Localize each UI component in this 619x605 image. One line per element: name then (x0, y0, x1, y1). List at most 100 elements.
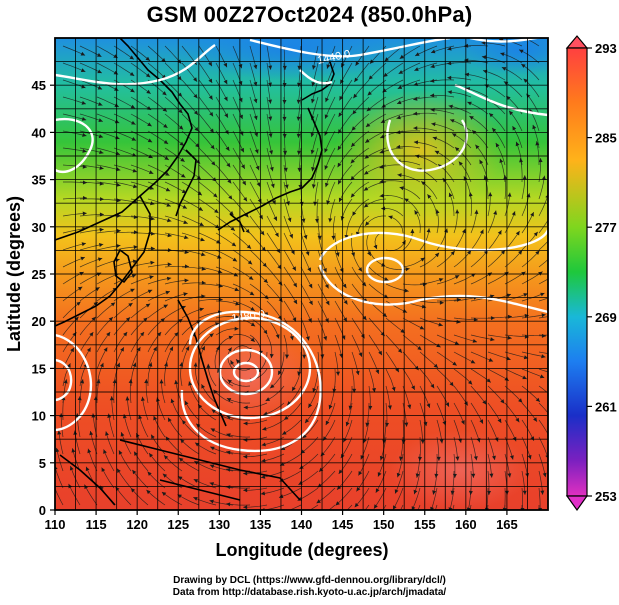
streamline-arrowhead (434, 252, 440, 258)
streamline-arrowhead (132, 259, 138, 264)
streamline (397, 453, 404, 478)
streamline-arrowhead (515, 231, 520, 236)
streamline-arrowhead (337, 162, 342, 168)
streamline-arrowhead (194, 127, 199, 132)
streamline (266, 300, 283, 320)
streamline-arrowhead (479, 159, 484, 165)
streamline-arrowhead (431, 122, 436, 127)
streamline-arrowhead (439, 439, 444, 444)
streamline-arrowhead (492, 127, 497, 133)
streamline-arrowhead (501, 67, 507, 71)
streamline (379, 180, 404, 183)
streamline-arrowhead (553, 251, 557, 255)
streamline-arrowhead (326, 64, 331, 69)
streamline-arrowhead (364, 170, 369, 175)
streamline (164, 79, 183, 98)
streamline (538, 158, 541, 183)
streamline-arrowhead (98, 134, 104, 139)
streamline-arrowhead (145, 56, 150, 61)
streamline-arrowhead (243, 421, 248, 426)
streamline-arrowhead (397, 85, 403, 89)
streamline (470, 368, 492, 383)
streamline-arrowhead (97, 69, 102, 74)
streamline (451, 133, 472, 149)
streamline-arrowhead (228, 335, 233, 340)
streamline-arrowhead (377, 472, 382, 477)
streamline (520, 63, 540, 81)
streamline-arrowhead (342, 283, 347, 289)
streamline-arrowhead (125, 396, 130, 401)
streamline (453, 351, 476, 364)
streamline-arrowhead (268, 116, 273, 121)
streamline-arrowhead (253, 64, 258, 70)
streamline (316, 487, 336, 504)
streamline (201, 384, 217, 404)
streamline-arrowhead (265, 397, 270, 401)
streamline-arrowhead (260, 230, 265, 236)
streamline (198, 164, 217, 182)
streamline (147, 331, 162, 353)
streamline-arrowhead (134, 451, 138, 456)
streamline-arrowhead (479, 229, 484, 234)
streamline-arrowhead (404, 422, 409, 427)
streamline-arrowhead (96, 379, 101, 384)
streamline-arrowhead (461, 420, 465, 425)
streamline-arrowhead (339, 95, 344, 101)
streamline-arrowhead (157, 332, 162, 337)
streamline-arrowhead (499, 158, 504, 163)
y-axis: 0 5 10 15 20 25 30 35 40 45 (32, 78, 55, 518)
streamline-arrowhead (97, 257, 103, 262)
streamline-arrowhead (256, 182, 261, 187)
streamline-arrowhead (413, 96, 418, 101)
streamline-arrowhead (80, 51, 86, 56)
streamline-arrowhead (372, 388, 376, 393)
y-tick-label: 5 (39, 456, 46, 471)
streamline (351, 249, 363, 272)
streamline-arrowhead (475, 144, 480, 150)
streamline-arrowhead (340, 79, 344, 84)
streamline-arrowhead (532, 124, 537, 130)
streamline-arrowhead (467, 101, 472, 106)
streamline-arrowhead (262, 426, 267, 431)
streamline-arrowhead (165, 290, 170, 295)
streamline-arrowhead (368, 75, 373, 80)
streamline (453, 273, 476, 285)
streamline-arrowhead (552, 233, 556, 237)
streamline-arrowhead (105, 431, 109, 436)
streamline (147, 215, 172, 222)
streamline-arrowhead (162, 473, 168, 478)
streamline-arrowhead (468, 380, 473, 385)
streamline-arrowhead (76, 301, 81, 306)
streamline-arrowhead (223, 62, 227, 68)
streamline-arrowhead (455, 209, 460, 214)
streamline-arrowhead (275, 334, 280, 339)
streamline (379, 164, 404, 169)
streamline (283, 249, 297, 271)
streamline (538, 316, 548, 319)
streamline-arrowhead (507, 192, 512, 197)
streamline-arrowhead (472, 339, 477, 343)
streamline-arrowhead (395, 367, 399, 373)
streamline-arrowhead (519, 158, 523, 163)
streamline (384, 45, 404, 62)
streamline-arrowhead (227, 347, 232, 352)
streamline-arrowhead (384, 277, 389, 281)
streamline-arrowhead (360, 455, 365, 460)
colorbar-scale (566, 47, 588, 497)
streamline (436, 317, 461, 323)
streamline-arrowhead (66, 363, 71, 368)
y-tick-label: 30 (32, 220, 46, 235)
streamline-arrowhead (167, 262, 172, 267)
streamline-arrowhead (328, 404, 333, 410)
streamline-arrowhead (396, 144, 401, 149)
streamline (62, 242, 87, 251)
streamline-arrowhead (354, 77, 359, 82)
streamline (346, 504, 353, 510)
streamline (167, 417, 183, 438)
streamline-arrowhead (285, 354, 289, 359)
streamline (436, 402, 446, 426)
streamline-arrowhead (80, 379, 85, 384)
streamline (435, 504, 438, 510)
streamline (188, 381, 200, 404)
streamline-arrowhead (132, 469, 137, 475)
